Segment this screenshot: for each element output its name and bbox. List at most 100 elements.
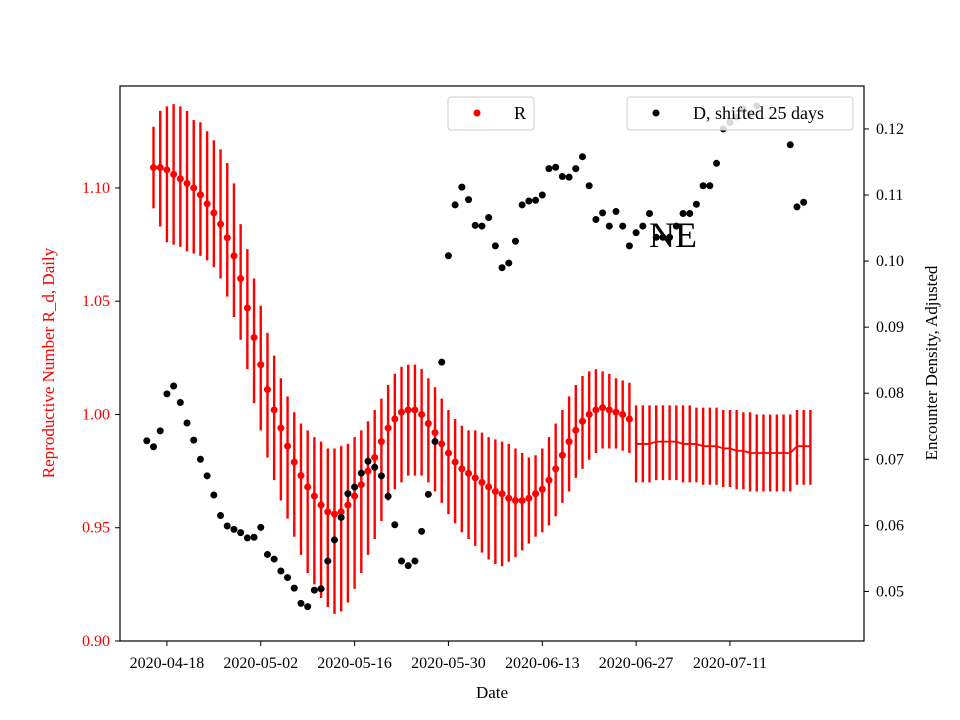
d-point <box>578 153 586 161</box>
legend-r-box <box>447 96 535 131</box>
legend-d-box <box>626 96 854 131</box>
d-point <box>699 182 707 190</box>
r-point <box>277 424 285 432</box>
d-point <box>170 382 178 390</box>
r-point <box>150 164 158 172</box>
d-point <box>284 574 292 582</box>
r-point <box>478 478 486 486</box>
d-point <box>196 455 204 463</box>
r-point <box>243 304 251 312</box>
d-point <box>344 490 352 498</box>
d-point <box>391 521 399 529</box>
r-point <box>511 497 519 505</box>
d-point <box>639 222 647 230</box>
right-y-axis: 0.05 0.06 0.07 0.08 0.09 0.10 0.11 0.12 <box>864 121 904 600</box>
r-point <box>592 406 600 414</box>
d-point <box>558 173 566 181</box>
r-point <box>411 406 419 414</box>
r-point <box>210 209 218 217</box>
x-axis-title: Date <box>476 683 508 702</box>
r-point <box>485 483 493 491</box>
r-point <box>217 220 225 228</box>
d-point <box>424 490 432 498</box>
d-point <box>605 222 613 230</box>
right-y-tick-label: 0.05 <box>876 583 904 600</box>
r-point <box>230 252 238 260</box>
d-point <box>384 492 392 500</box>
d-point <box>297 599 305 607</box>
r-point <box>317 501 325 509</box>
legend-r-marker <box>473 109 481 117</box>
d-point <box>485 213 493 221</box>
r-point <box>170 170 178 178</box>
d-point <box>330 536 338 544</box>
r-point <box>625 415 633 423</box>
d-series <box>143 102 808 611</box>
r-point <box>324 508 332 516</box>
d-point <box>672 222 680 230</box>
d-point <box>545 165 553 173</box>
d-point <box>679 210 687 218</box>
r-point <box>250 333 258 341</box>
r-point <box>491 487 499 495</box>
d-point <box>511 237 519 245</box>
r-point <box>471 474 479 482</box>
r-point <box>532 490 540 498</box>
r-point <box>377 438 385 446</box>
right-y-tick-label: 0.12 <box>876 121 904 138</box>
d-point <box>786 141 794 149</box>
r-point <box>599 404 607 412</box>
plot-frame <box>119 85 865 642</box>
d-point <box>491 242 499 250</box>
r-point <box>518 497 526 505</box>
d-point <box>538 191 546 199</box>
d-point <box>532 196 540 204</box>
d-point <box>317 585 325 593</box>
d-point <box>498 264 506 272</box>
d-point <box>203 472 211 480</box>
r-point <box>337 508 345 516</box>
r-point <box>364 467 372 475</box>
x-tick-label: 2020-04-18 <box>130 655 205 672</box>
d-point <box>270 555 278 563</box>
d-point <box>625 242 633 250</box>
d-point <box>793 203 801 211</box>
d-point <box>431 437 439 445</box>
r-point <box>572 426 580 434</box>
r-point <box>578 417 586 425</box>
d-point <box>217 511 225 519</box>
d-point <box>290 584 298 592</box>
legend-d: D, shifted 25 days <box>626 96 854 131</box>
d-point <box>398 557 406 565</box>
r-point <box>424 420 432 428</box>
x-tick-label: 2020-06-13 <box>505 655 580 672</box>
d-point <box>176 398 184 406</box>
d-point <box>156 427 164 435</box>
x-tick-label: 2020-05-02 <box>223 655 298 672</box>
r-point <box>344 501 352 509</box>
r-point <box>585 410 593 418</box>
r-point <box>270 406 278 414</box>
r-point <box>612 408 620 416</box>
r-point <box>156 164 164 172</box>
r-point <box>371 454 379 462</box>
right-y-tick-label: 0.06 <box>876 517 904 534</box>
r-point <box>438 440 446 448</box>
d-point <box>190 436 198 444</box>
d-point <box>243 534 251 542</box>
d-point <box>371 463 379 471</box>
r-point <box>196 191 204 199</box>
d-point <box>471 221 479 229</box>
d-point <box>525 197 533 205</box>
d-point <box>713 159 721 167</box>
d-point <box>364 457 372 465</box>
r-point <box>357 481 365 489</box>
x-tick-label: 2020-05-30 <box>411 655 486 672</box>
r-point <box>183 179 191 187</box>
r-point <box>525 494 533 502</box>
d-point <box>257 523 265 531</box>
d-point <box>686 210 694 218</box>
d-point <box>438 358 446 366</box>
r-point <box>538 485 546 493</box>
